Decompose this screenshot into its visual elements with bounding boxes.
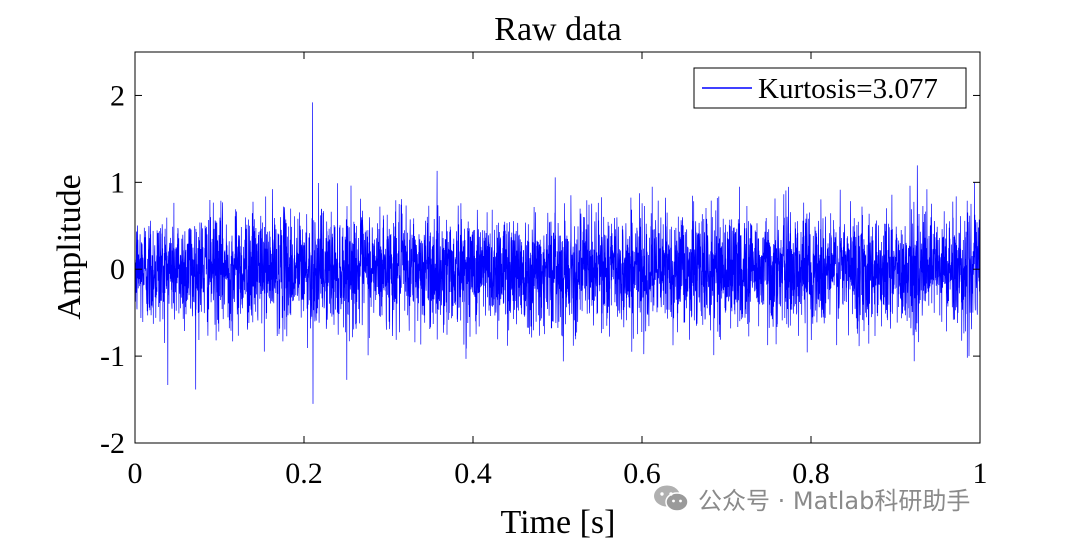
legend: Kurtosis=3.077 [693,67,967,109]
series-line-kurtosis [135,102,980,404]
y-tick-label: -2 [100,427,125,460]
y-axis-label: Amplitude [51,174,88,319]
x-tick-label: 1 [973,457,988,490]
x-tick-label: 0.2 [285,457,323,490]
y-tick-label: -1 [100,340,125,373]
legend-entry-label: Kurtosis=3.077 [758,73,938,105]
x-tick-label: 0.6 [623,457,661,490]
x-axis-label: Time [s] [501,504,616,541]
plot-area [135,102,980,404]
watermark: 公众号 · Matlab科研助手 [652,480,970,516]
x-tick-label: 0 [128,457,143,490]
axes-box [134,51,981,444]
x-tick-label: 0.8 [792,457,830,490]
axes: 0 0.2 0.4 0.6 0.8 1 -2 -1 0 1 2 [100,51,988,490]
y-tick-label: 2 [110,79,125,112]
wechat-icon [654,485,689,512]
y-tick-label: 0 [110,253,125,286]
x-tick-label: 0.4 [454,457,492,490]
watermark-text: 公众号 · Matlab科研助手 [698,486,971,515]
chart-title: Raw data [494,11,621,48]
y-tick-label: 1 [110,166,125,199]
